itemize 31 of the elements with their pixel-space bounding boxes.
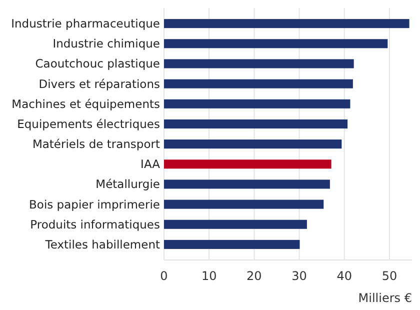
x-tick-label: 40 [336,269,352,283]
bar [164,140,342,149]
bar [164,59,354,68]
bar [164,119,348,128]
bar [164,180,330,189]
y-tick-label: IAA [140,157,160,172]
y-tick-label: Bois papier imprimerie [29,197,160,212]
y-tick-label: Caoutchouc plastique [35,56,160,71]
x-tick-label: 20 [246,269,262,283]
x-tick-label: 0 [160,269,168,283]
y-tick-label: Industrie chimique [52,36,160,51]
bar [164,240,300,249]
x-tick-label: 10 [201,269,217,283]
bar [164,99,350,108]
x-tick-label: 30 [292,269,307,283]
bar [164,160,332,169]
bar [164,220,307,229]
bar [164,39,388,48]
y-tick-label: Matériels de transport [32,137,160,152]
y-tick-label: Equipements électriques [17,116,160,131]
y-tick-label: Divers et réparations [38,76,160,91]
y-tick-label: Industrie pharmaceutique [11,16,160,31]
y-tick-label: Machines et équipements [12,96,160,111]
x-axis-title: Milliers € [358,291,412,305]
bar [164,19,410,28]
y-tick-label: Métallurgie [96,177,160,192]
bar [164,200,324,209]
x-tick-label: 50 [382,269,398,283]
y-tick-label: Produits informatiques [30,217,160,232]
y-tick-label: Textiles habillement [44,237,160,252]
bar [164,79,353,88]
